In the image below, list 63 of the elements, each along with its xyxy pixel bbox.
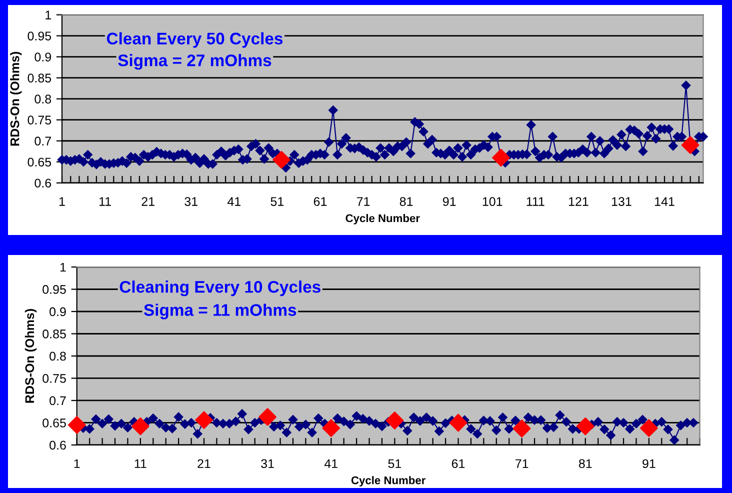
y-tick-label: 0.7	[34, 136, 51, 146]
y-tick-label: 0.85	[28, 74, 52, 82]
point	[681, 136, 700, 154]
x-tick-label: 81	[400, 197, 413, 206]
y-axis-title: RDS-On (Ohms)	[24, 309, 37, 403]
y-tick-label: 0.95	[42, 285, 66, 294]
point	[258, 408, 276, 426]
x-tick-label: 81	[578, 459, 592, 468]
x-tick-label: 11	[100, 197, 111, 206]
point	[576, 417, 594, 436]
x-tick-label: 41	[227, 197, 240, 206]
y-tick-label: 0.6	[50, 440, 66, 450]
point	[512, 420, 531, 438]
annotation: Cleaning Every 10 Cycles	[120, 280, 320, 296]
y-tick-label: 0.75	[28, 116, 52, 125]
x-tick-label: 31	[261, 459, 274, 468]
annotation: Sigma = 11 mOhms	[144, 304, 296, 320]
x-tick-label: 51	[270, 197, 284, 206]
y-tick-label: 0.65	[28, 158, 52, 167]
y-tick-label: 1	[60, 262, 66, 272]
x-tick-label: 61	[452, 459, 465, 468]
point	[492, 148, 510, 167]
x-tick-label: 101	[482, 197, 502, 206]
y-tick-label: 1	[46, 10, 51, 20]
annotation: Sigma = 27 mOhms	[118, 54, 272, 70]
x-tick-label: 21	[142, 197, 154, 206]
point	[195, 411, 213, 429]
point	[640, 419, 658, 437]
x-tick-label: 131	[612, 197, 632, 206]
y-axis-title: RDS-On (Ohms)	[10, 52, 22, 146]
annotation: Clean Every 50 Cycles	[106, 32, 283, 48]
point	[272, 150, 290, 169]
y-tick-label: 0.95	[28, 32, 52, 40]
y-tick-label: 0.85	[42, 330, 66, 338]
x-tick-label: 41	[324, 459, 338, 468]
x-tick-label: 141	[655, 197, 674, 206]
y-tick-label: 0.6	[34, 178, 52, 188]
x-axis-title: Cycle Number	[351, 476, 426, 486]
y-tick-label: 0.7	[50, 396, 66, 406]
x-tick-label: 91	[442, 197, 456, 206]
y-tick-label: 0.9	[34, 52, 51, 62]
y-tick-label: 0.8	[34, 94, 52, 104]
x-tick-label: 71	[516, 459, 528, 468]
x-tick-label: 51	[388, 459, 402, 468]
point	[68, 416, 86, 434]
x-tick-label: 11	[134, 459, 146, 468]
y-tick-label: 0.8	[50, 352, 66, 361]
point	[449, 414, 468, 432]
x-tick-label: 121	[568, 197, 588, 206]
point	[322, 419, 340, 437]
x-tick-label: 91	[642, 459, 656, 468]
x-tick-label: 111	[526, 197, 544, 206]
y-tick-label: 0.9	[50, 307, 66, 316]
point	[132, 417, 150, 436]
x-axis-title: Cycle Number	[346, 214, 420, 224]
point	[386, 412, 404, 430]
x-tick-label: 31	[184, 197, 198, 206]
x-tick-label: 1	[74, 459, 80, 468]
y-tick-label: 0.65	[42, 418, 66, 428]
x-tick-label: 61	[314, 197, 327, 206]
x-tick-label: 21	[198, 459, 210, 468]
x-tick-label: 71	[356, 197, 370, 206]
y-tick-label: 0.75	[42, 374, 66, 383]
